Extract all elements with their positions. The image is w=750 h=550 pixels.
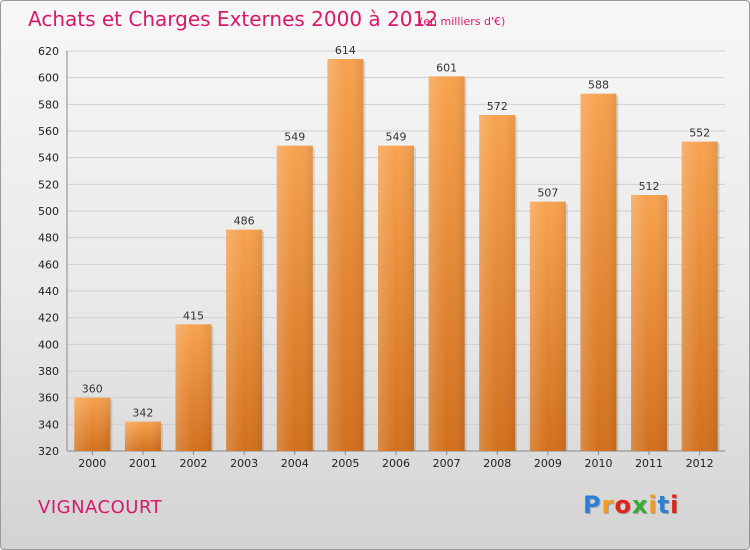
chart-subtitle: (en milliers d'€) (419, 15, 506, 28)
x-tick-label: 2000 (78, 457, 106, 470)
bars (74, 59, 720, 452)
bar-highlight (74, 397, 111, 451)
value-label: 572 (487, 100, 508, 113)
value-label: 552 (689, 127, 710, 140)
bar-highlight (226, 229, 263, 451)
value-label: 588 (588, 79, 609, 92)
y-tick-label: 520 (38, 178, 59, 191)
x-tick-label: 2010 (584, 457, 612, 470)
x-tick-label: 2002 (180, 457, 208, 470)
bar-highlight (378, 145, 414, 451)
logo-letter: o (614, 491, 632, 519)
x-tick-label: 2011 (635, 457, 663, 470)
value-label: 507 (537, 187, 558, 200)
y-tick-label: 420 (38, 312, 59, 325)
y-tick-label: 580 (38, 98, 59, 111)
bar-highlight (529, 201, 566, 451)
x-tick-label: 2006 (382, 457, 410, 470)
value-label: 360 (82, 383, 103, 396)
value-label: 601 (436, 61, 457, 74)
y-tick-label: 320 (38, 445, 59, 458)
x-tick-label: 2003 (230, 457, 258, 470)
bar-highlight (631, 195, 668, 451)
value-label: 512 (639, 180, 660, 193)
labels: 320 340 360 380 400 420 440 460 480 500 520 540 560 5… (38, 44, 714, 470)
value-label: 549 (386, 131, 407, 144)
y-tick-label: 440 (38, 285, 59, 298)
y-tick-label: 380 (38, 365, 59, 378)
y-tick-label: 460 (38, 258, 59, 271)
bar-highlight (175, 324, 212, 451)
x-tick-label: 2012 (686, 457, 714, 470)
x-tick-label: 2009 (534, 457, 562, 470)
logo-letter: x (631, 491, 649, 519)
value-label: 549 (284, 131, 305, 144)
logo-letter: t (657, 491, 671, 519)
y-tick-label: 540 (38, 152, 59, 165)
bar-highlight (681, 141, 718, 451)
commune-name: VIGNACOURT (38, 497, 163, 518)
bar-highlight (428, 76, 465, 451)
bar-highlight (124, 421, 161, 451)
value-label: 415 (183, 309, 204, 322)
logo-letter: r (601, 491, 615, 519)
bar-highlight (580, 93, 617, 452)
value-label: 342 (132, 407, 153, 420)
y-tick-label: 600 (38, 72, 59, 85)
chart-title: Achats et Charges Externes 2000 à 2012 (28, 7, 438, 31)
x-tick-label: 2008 (483, 457, 511, 470)
x-tick-label: 2005 (331, 457, 359, 470)
bar-highlight (276, 145, 313, 451)
logo-letter: P (583, 491, 602, 519)
y-tick-label: 340 (38, 418, 59, 431)
y-tick-label: 620 (38, 45, 59, 58)
y-tick-label: 400 (38, 338, 59, 351)
y-tick-label: 360 (38, 392, 59, 405)
x-tick-label: 2007 (433, 457, 461, 470)
y-tick-label: 560 (38, 125, 59, 138)
logo-letter: i (648, 491, 658, 519)
y-tick-label: 480 (38, 232, 59, 245)
value-label: 614 (335, 44, 356, 57)
bar-highlight (479, 115, 516, 451)
x-tick-label: 2004 (281, 457, 309, 470)
logo-letter: i (670, 491, 680, 519)
value-label: 486 (234, 215, 255, 228)
bar-highlight (327, 59, 364, 451)
y-tick-label: 500 (38, 205, 59, 218)
proxiti-logo: Proxiti (583, 491, 679, 519)
x-tick-label: 2001 (129, 457, 157, 470)
